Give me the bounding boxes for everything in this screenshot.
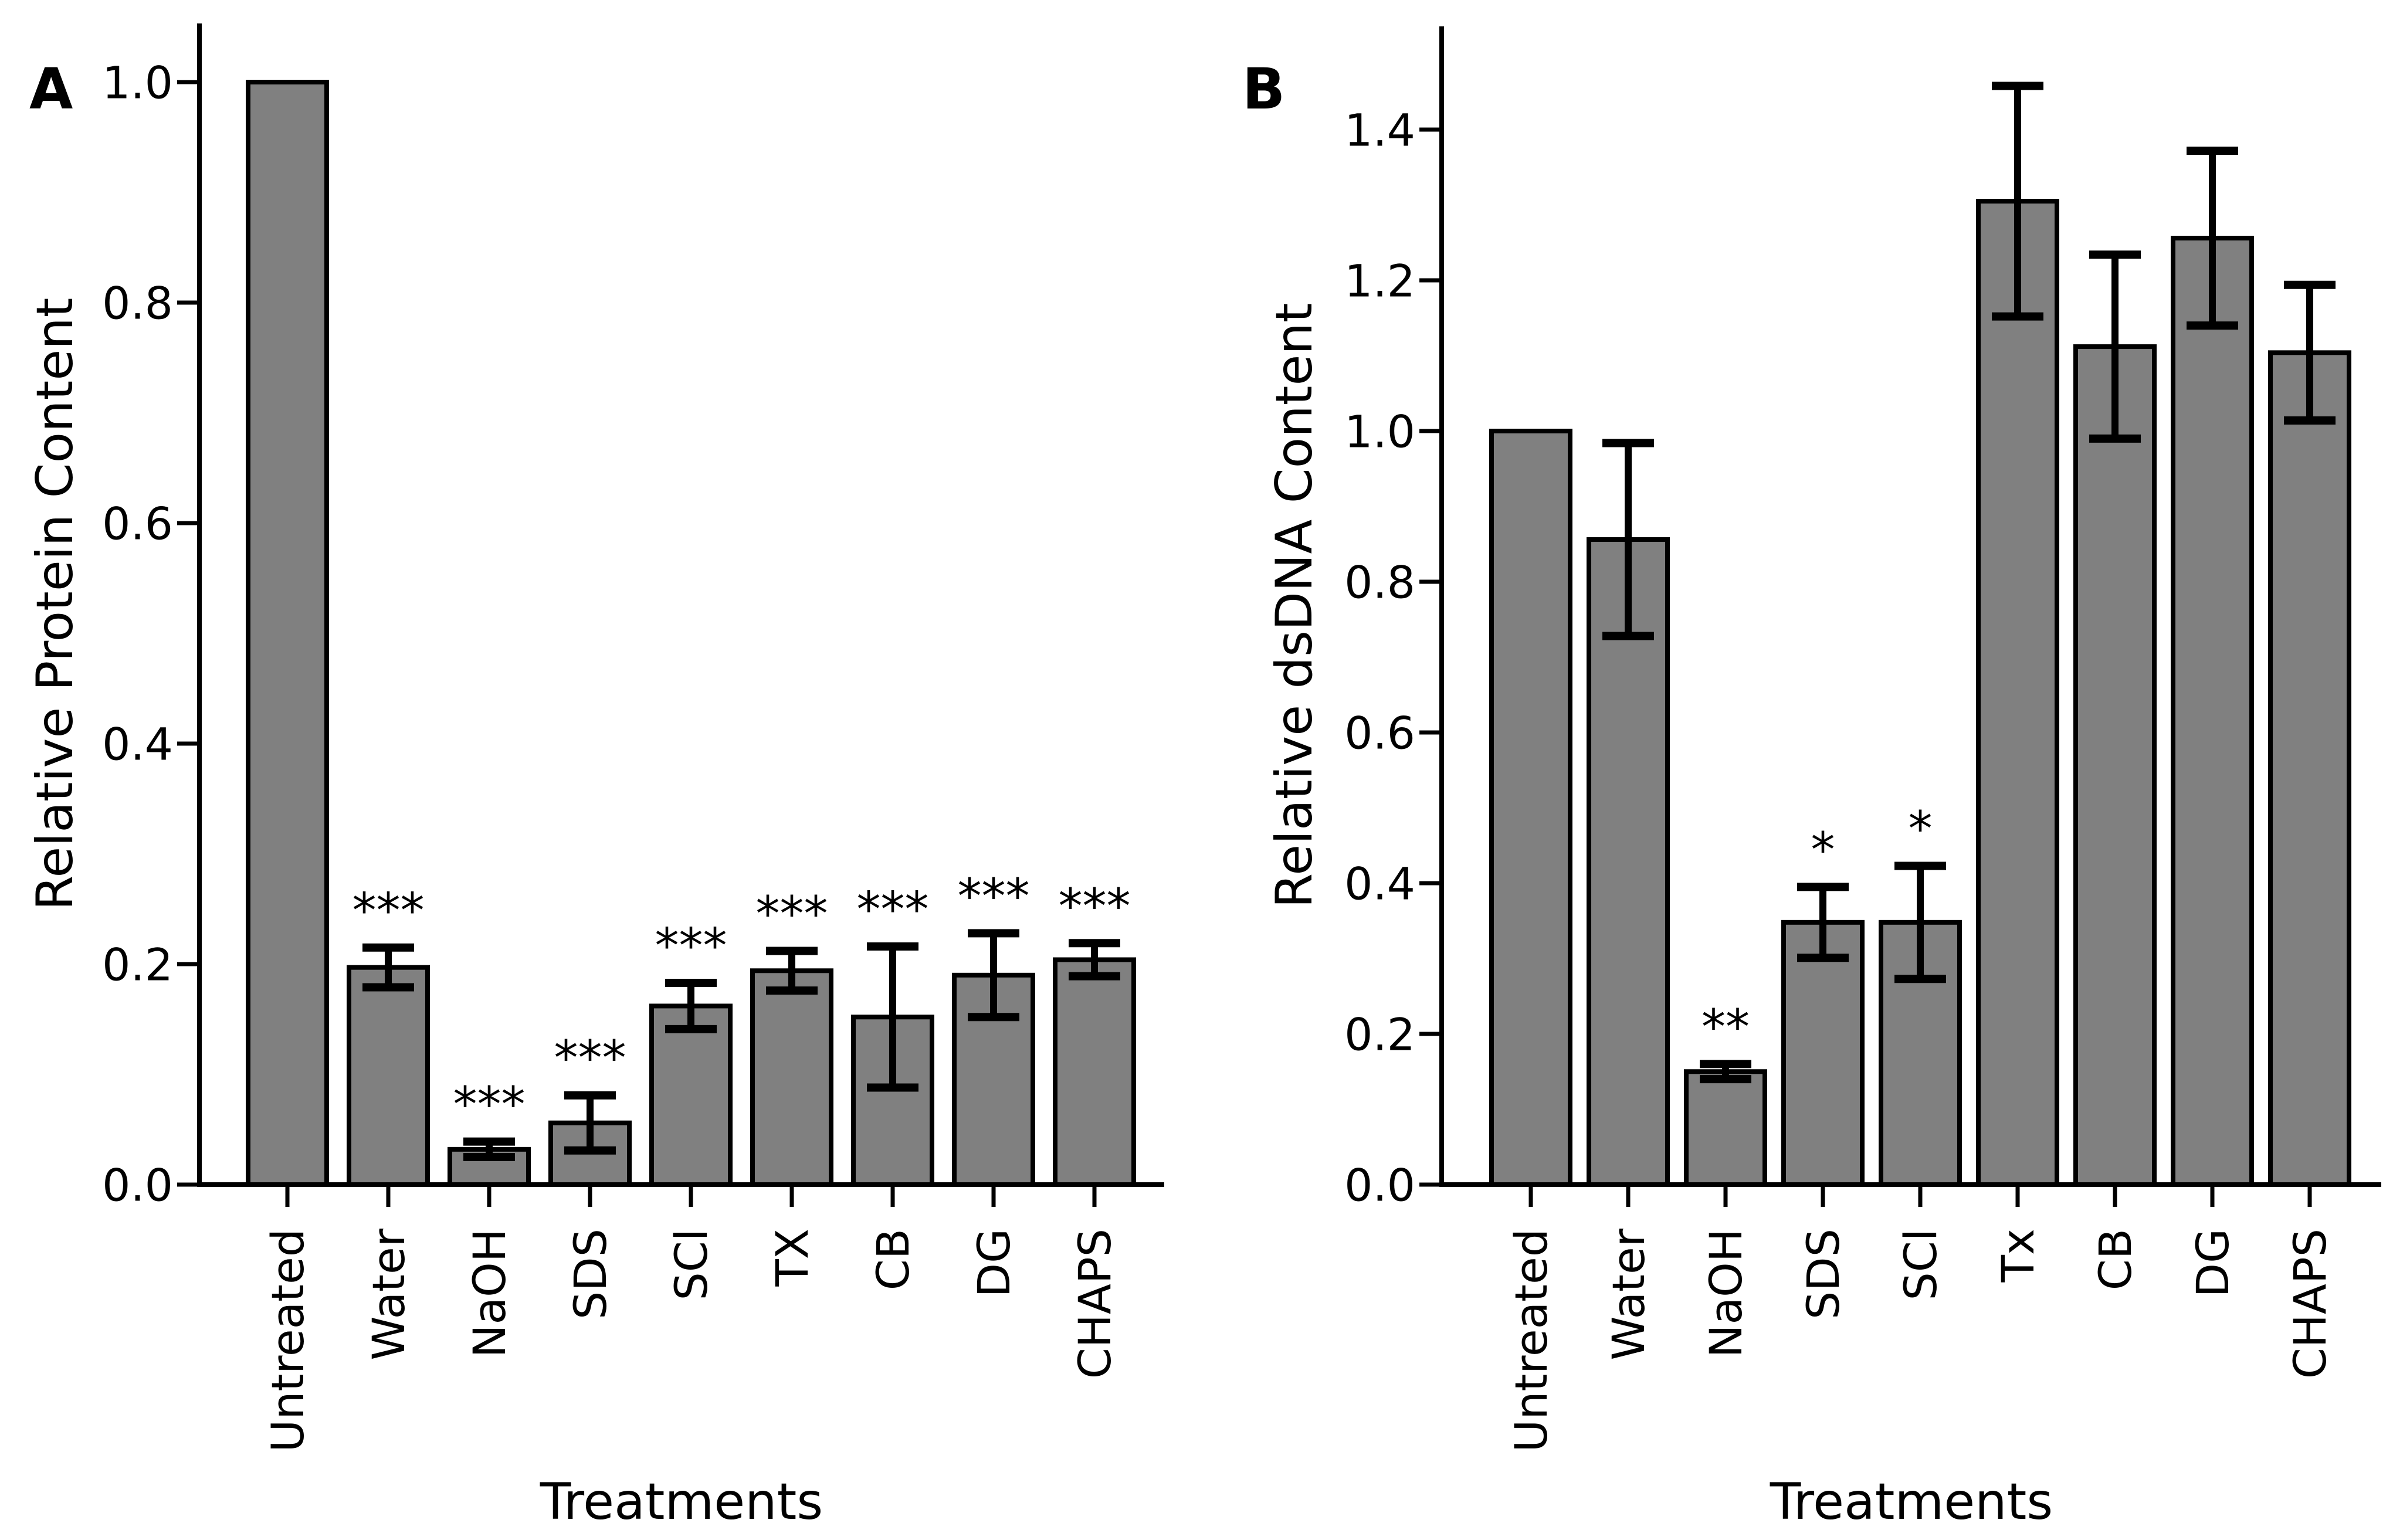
y-axis-title: Relative dsDNA Content [1265,303,1324,908]
bar-water [347,965,430,1187]
y-tick-label: 1.0 [1344,405,1415,457]
significance-stars: *** [554,1031,626,1087]
x-tick-label: CHAPS [1069,1229,1121,1379]
x-tick-label: CHAPS [2284,1229,2336,1379]
bar-untreated [1489,429,1572,1187]
bar-water [1587,537,1670,1187]
y-tick-label: 0.8 [102,277,173,329]
x-tick-label: SCl [1894,1229,1947,1300]
x-tick-label: SCl [665,1229,717,1300]
y-tick-label: 1.4 [1344,104,1415,156]
x-tick-label: Untreated [262,1229,314,1452]
bar-scl [649,1003,733,1187]
y-tick-label: 0.4 [102,718,173,770]
bar-chaps [1053,957,1136,1187]
y-tick-label: 1.0 [102,56,173,108]
significance-stars: * [1811,822,1835,878]
significance-stars: * [1909,801,1933,857]
x-tick-label: TX [766,1229,818,1287]
bar-tx [750,968,833,1188]
x-axis-title: Treatments [540,1473,823,1531]
significance-stars: *** [453,1077,526,1133]
bar-chaps [2268,350,2351,1187]
x-tick-label: NaOH [1700,1229,1752,1358]
x-tick-label: DG [2187,1229,2239,1297]
y-tick-label: 0.4 [1344,857,1415,910]
x-tick-label: Water [1602,1228,1655,1360]
panel-letter-a: A [29,56,73,122]
x-tick-label: CB [2089,1229,2141,1290]
significance-stars: *** [352,883,425,939]
significance-stars: *** [756,886,828,942]
y-tick-label: 0.2 [102,938,173,991]
y-tick-label: 0.0 [102,1159,173,1211]
y-axis-title: Relative Protein Content [26,298,84,911]
x-axis-title: Treatments [1770,1473,2053,1531]
x-tick-label: SDS [1797,1229,1849,1319]
y-tick-label: 0.2 [1344,1008,1415,1060]
significance-stars: *** [958,869,1030,924]
y-tick-label: 0.6 [1344,707,1415,759]
x-tick-label: Tx [1992,1229,2044,1283]
bar-naoh [448,1146,531,1187]
bar-naoh [1684,1069,1767,1187]
x-tick-label: SDS [564,1229,616,1319]
significance-stars: *** [1059,878,1131,934]
y-tick-label: 0.6 [102,497,173,549]
bar-sds [1781,920,1865,1187]
bar-cb [2073,344,2157,1188]
panel-letter-b: B [1242,56,1285,122]
x-tick-label: Untreated [1505,1229,1557,1452]
significance-stars: *** [655,918,727,974]
x-tick-label: NaOH [463,1229,516,1358]
significance-stars: ** [1701,999,1750,1055]
bar-untreated [246,80,329,1187]
y-tick-label: 1.2 [1344,255,1415,307]
significance-stars: *** [857,882,929,938]
x-tick-label: DG [968,1229,1020,1297]
x-tick-label: CB [867,1229,919,1290]
bar-tx [1976,199,2059,1188]
bar-dg [2171,236,2254,1187]
y-tick-label: 0.0 [1344,1159,1415,1211]
x-tick-label: Water [362,1228,415,1360]
y-tick-label: 0.8 [1344,556,1415,608]
